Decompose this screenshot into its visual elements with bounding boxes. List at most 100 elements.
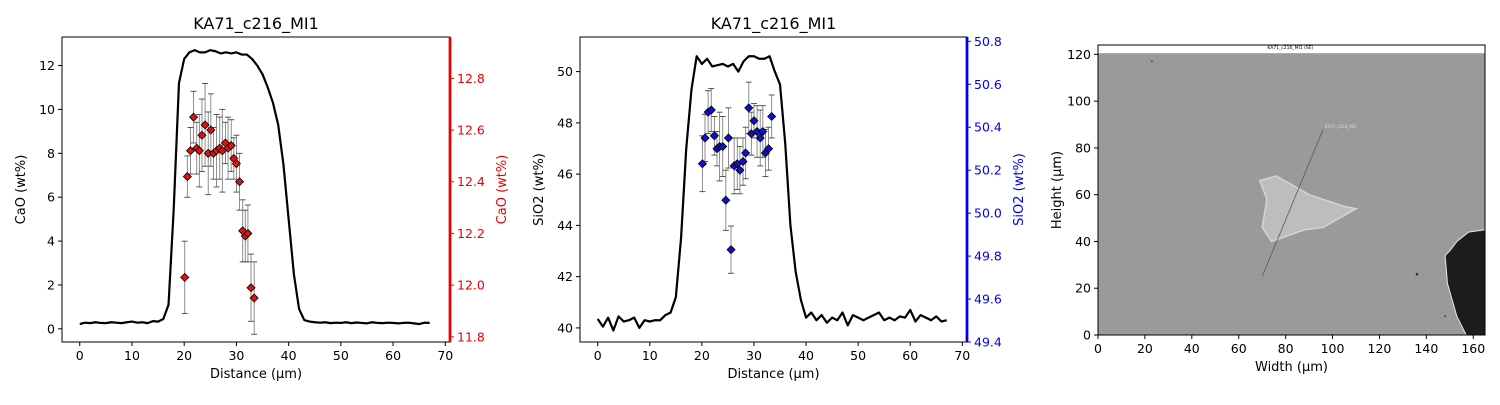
x-tick-label: 0 (594, 348, 602, 363)
y-tick-label: 46 (557, 167, 573, 182)
x-tick-label: 140 (1414, 341, 1438, 356)
data-marker (231, 159, 241, 169)
x-tick-label: 30 (228, 348, 244, 363)
axes: 0 10 20 30 40 50 60 70 0 2 4 6 8 10 12 Distance (µm) CaO… (14, 36, 453, 382)
y-tick-label: 10 (39, 102, 55, 117)
right-tick-label: 12.6 (457, 123, 485, 138)
data-marker (182, 172, 192, 182)
plot-frame (579, 36, 968, 343)
y-tick-label: 0 (47, 321, 55, 336)
x-tick-label: 60 (385, 348, 401, 363)
right-tick-label: 12.0 (457, 278, 485, 293)
data-marker (741, 148, 751, 158)
data-marker (755, 133, 765, 143)
right-tick-label: 49.4 (974, 335, 1002, 350)
plot-area (596, 55, 947, 332)
sem-image: KA71_c216_MI1 KA71_c216_MI1 (SE) (1098, 45, 1486, 336)
x-tick-label: 20 (694, 348, 710, 363)
chart-panel-1: 11.8 12.0 12.2 12.4 12.6 12.8 CaO (wt%) KA71_c2… (14, 14, 510, 382)
right-tick-label: 50.8 (974, 34, 1002, 49)
x-tick-label: 50 (333, 348, 349, 363)
data-marker (709, 131, 719, 141)
speck (1444, 315, 1447, 318)
right-tick-label: 50.2 (974, 163, 1002, 178)
data-marker (726, 245, 736, 255)
y-tick-label: 12 (39, 58, 55, 73)
data-marker (200, 120, 210, 130)
speck (1415, 272, 1419, 276)
x-tick-label: 120 (1368, 341, 1392, 356)
y-tick-label: 60 (1075, 187, 1091, 202)
data-marker (185, 146, 196, 156)
right-tick-label: 12.8 (457, 71, 485, 86)
speck (1150, 60, 1153, 63)
x-tick-label: 60 (1231, 341, 1247, 356)
x-tick-label: 160 (1461, 341, 1485, 356)
x-tick-label: 20 (176, 348, 192, 363)
data-marker (249, 293, 259, 303)
right-tick-label: 11.8 (457, 329, 485, 344)
y-tick-label: 8 (47, 146, 55, 161)
x-tick-label: 60 (902, 348, 918, 363)
y-axis-label: CaO (wt%) (14, 155, 29, 225)
y-tick-label: 20 (1075, 281, 1091, 296)
transect-label: KA71_c216_MI1 (1325, 124, 1357, 129)
data-marker (180, 272, 190, 282)
y-tick-label: 50 (557, 64, 573, 79)
chart-title: KA71_c216_MI1 (711, 14, 837, 34)
y-axis-label: Height (µm) (1050, 151, 1065, 229)
right-axis: 49.4 49.6 49.8 50.0 50.2 50.4 50.6 50.8 SiO2 (wt… (965, 34, 1027, 350)
right-tick-label: 12.2 (457, 226, 485, 241)
data-marker (189, 112, 199, 122)
right-axis: 11.8 12.0 12.2 12.4 12.6 12.8 CaO (wt%) (448, 37, 510, 344)
x-tick-label: 70 (954, 348, 970, 363)
right-tick-label: 50.0 (974, 206, 1002, 221)
data-marker (723, 133, 734, 143)
x-tick-label: 10 (124, 348, 140, 363)
x-axis-label: Distance (µm) (210, 367, 302, 382)
x-tick-label: 70 (437, 348, 453, 363)
right-tick-label: 49.8 (974, 249, 1002, 264)
plot-area (79, 49, 430, 335)
data-marker (194, 146, 204, 156)
y-tick-label: 44 (557, 218, 573, 233)
data-marker (721, 195, 731, 205)
data-marker (234, 177, 245, 187)
data-marker (718, 141, 728, 152)
chart-panel-2: 49.4 49.6 49.8 50.0 50.2 50.4 50.6 50.8 SiO2 (wt… (532, 14, 1027, 382)
y-tick-label: 80 (1075, 140, 1091, 155)
data-marker (744, 103, 754, 113)
y-tick-label: 40 (1075, 234, 1091, 249)
right-tick-label: 49.6 (974, 292, 1002, 307)
right-axis-label: CaO (wt%) (495, 155, 510, 225)
y-axis-label: SiO2 (wt%) (532, 153, 547, 226)
x-tick-label: 50 (850, 348, 866, 363)
x-tick-label: 10 (642, 348, 658, 363)
x-tick-label: 40 (798, 348, 814, 363)
profile-line (596, 55, 947, 332)
plot-frame (1097, 44, 1486, 336)
right-axis-label: SiO2 (wt%) (1012, 153, 1027, 226)
y-tick-label: 42 (557, 269, 573, 284)
data-marker (246, 283, 256, 293)
right-tick-label: 50.6 (974, 77, 1002, 92)
x-tick-label: 40 (281, 348, 297, 363)
y-tick-label: 4 (47, 234, 55, 249)
y-tick-label: 40 (557, 320, 573, 335)
x-tick-label: 0 (76, 348, 84, 363)
data-marker (206, 125, 216, 135)
y-tick-label: 48 (557, 115, 573, 130)
data-marker (706, 105, 716, 115)
chart-title: KA71_c216_MI1 (193, 14, 319, 34)
image-caption: KA71_c216_MI1 (SE) (1267, 45, 1313, 51)
y-tick-label: 100 (1067, 94, 1091, 109)
x-tick-label: 0 (1094, 341, 1102, 356)
x-tick-label: 80 (1278, 341, 1294, 356)
y-tick-label: 0 (1083, 328, 1091, 343)
x-tick-label: 30 (746, 348, 762, 363)
y-tick-label: 120 (1067, 47, 1091, 62)
data-marker (697, 159, 707, 169)
data-marker (243, 228, 253, 239)
axes: 0 10 20 30 40 50 60 70 40 42 44 46 48 50 Distance (µm)… (532, 36, 970, 382)
